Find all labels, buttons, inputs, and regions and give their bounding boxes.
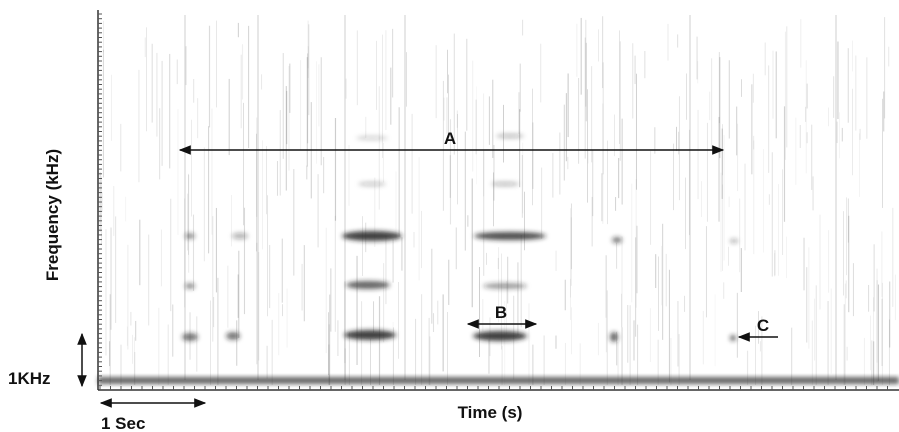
call-blob [346,281,390,289]
call-blob [473,331,527,341]
call-blob [185,233,195,239]
call-blob [730,239,738,243]
call-blob [226,332,240,340]
x-axis-label: Time (s) [458,403,523,422]
call-blob [185,283,195,289]
call-blob [483,283,527,289]
time-scale-label: 1 Sec [101,414,145,432]
annotation-label: A [444,129,456,148]
call-blob [491,182,519,186]
y-axis-label: Frequency (kHz) [43,149,62,281]
call-blob [730,335,736,341]
calls [182,134,738,342]
annotation-label: C [757,316,769,335]
call-blob [496,134,524,138]
call-blob [612,237,622,243]
annotation-label: B [495,303,507,322]
low-frequency-band [98,377,899,384]
call-blob [182,333,198,341]
background-noise [99,15,896,385]
call-blob [342,231,402,241]
call-blob [474,232,546,240]
call-blob [358,182,386,186]
call-blob [232,233,248,239]
call-blob [610,332,618,342]
call-blob [356,136,388,140]
ticks [98,13,888,390]
call-blob [344,330,396,340]
frequency-scale-label: 1KHz [8,369,51,388]
